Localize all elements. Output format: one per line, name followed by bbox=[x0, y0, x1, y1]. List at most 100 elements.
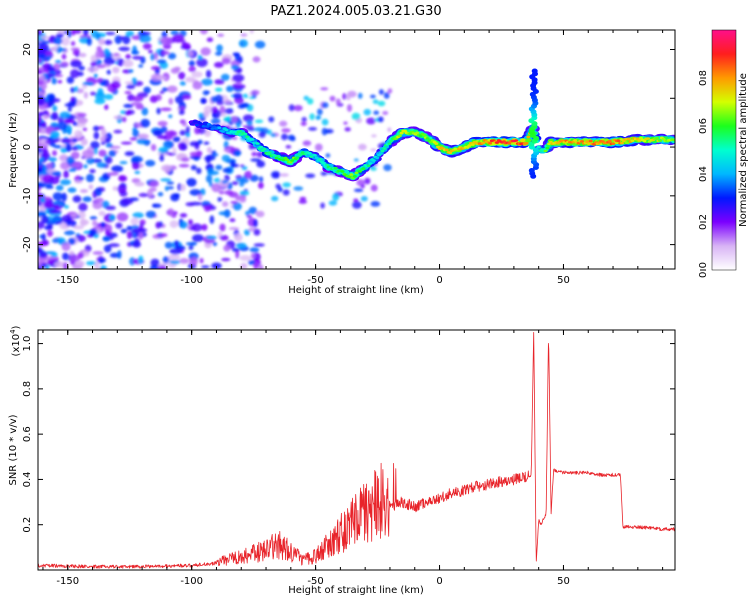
spectrogram-noise-blob bbox=[179, 81, 186, 86]
spectrogram-noise-blob bbox=[112, 186, 118, 191]
spectrogram-noise-blob bbox=[232, 149, 242, 157]
spectrogram-ridge-cell bbox=[358, 170, 362, 173]
spectrogram-noise-blob bbox=[123, 103, 134, 108]
spectrogram-noise-blob bbox=[246, 120, 253, 127]
spectrogram-noise-blob bbox=[70, 69, 80, 79]
spectrogram-noise-blob bbox=[239, 196, 247, 203]
spectrogram-noise-blob bbox=[244, 229, 250, 236]
spectrogram-noise-blob bbox=[179, 258, 190, 264]
spectrogram-ridge-cell bbox=[607, 139, 612, 143]
spectrogram-noise-blob bbox=[40, 197, 46, 203]
spectrogram-noise-blob bbox=[307, 98, 314, 105]
spectrogram-noise-blob bbox=[113, 129, 123, 134]
spectrogram-noise-blob bbox=[303, 95, 309, 101]
spectrogram-ridge-cell bbox=[642, 139, 647, 143]
spectrogram-noise-blob bbox=[228, 227, 240, 230]
spectrogram-y-label: Frequency (Hz) bbox=[8, 112, 19, 188]
spectrogram-noise-blob bbox=[41, 40, 51, 44]
spectrogram-noise-blob bbox=[138, 193, 149, 197]
spectrogram-noise-blob bbox=[199, 30, 208, 35]
spectrogram-noise-blob bbox=[95, 50, 101, 59]
spectrogram-y-ticks: -20 -10 0 10 20 bbox=[22, 43, 675, 253]
spectrogram-ridge-cell bbox=[425, 137, 430, 140]
spectrogram-noise-blob bbox=[125, 54, 131, 60]
spectrogram-ridge-cell bbox=[378, 152, 383, 155]
spectrogram-noise-blob bbox=[111, 80, 121, 89]
spectrogram-noise-blob bbox=[143, 86, 151, 94]
spectrogram-noise-blob bbox=[138, 64, 144, 68]
snr-panel: -150 -100 -50 0 50 0.2 0.4 0.6 0.8 1.0 Height of… bbox=[8, 325, 676, 596]
spectrogram-noise-blob bbox=[230, 160, 236, 168]
spectrogram-noise-blob bbox=[250, 158, 261, 162]
colorbar: 0.0 0.2 0.4 0.6 0.8 Normalized spectral ampl… bbox=[698, 29, 749, 278]
spectrogram-ridge-cell bbox=[397, 134, 402, 138]
spectrogram-ridge-cell bbox=[349, 173, 354, 176]
spectrogram-ridge-cell bbox=[274, 156, 279, 160]
spectrogram-noise-blob bbox=[72, 121, 78, 126]
spectrogram-ridge-cell bbox=[243, 132, 248, 136]
spectrogram-noise-blob bbox=[258, 264, 264, 269]
spectrogram-ridge-cell bbox=[340, 170, 345, 173]
spectrogram-noise-blob bbox=[162, 256, 170, 264]
spectrogram-noise-blob bbox=[235, 194, 241, 201]
spectrogram-noise-blob bbox=[137, 133, 149, 140]
spectrogram-noise-blob bbox=[122, 35, 131, 45]
spectrogram-ridge-cell bbox=[507, 142, 512, 145]
spectrogram-noise-blob bbox=[95, 197, 104, 203]
spectrogram-noise-blob bbox=[208, 181, 213, 188]
x-tick-label: 0 bbox=[436, 275, 442, 286]
spectrogram-noise-blob bbox=[46, 162, 53, 170]
spectrogram-noise-blob bbox=[85, 261, 98, 266]
spectrogram-ridge-cell bbox=[672, 138, 675, 142]
spectrogram-noise-blob bbox=[302, 140, 312, 146]
spectrogram-noise-blob bbox=[220, 73, 230, 81]
spectrogram-noise-blob bbox=[47, 66, 56, 72]
spectrogram-ridge-cell bbox=[646, 137, 650, 140]
spectrogram-noise-blob bbox=[239, 181, 245, 187]
snr-y-label: SNR (10 * v/v) bbox=[8, 414, 19, 485]
spectrogram-noise-blob bbox=[38, 143, 46, 150]
spectrogram-noise-blob bbox=[206, 37, 214, 42]
spectrogram-noise-blob bbox=[223, 244, 231, 252]
spectrogram-ridge-cell bbox=[273, 154, 277, 157]
spectrogram-noise-blob bbox=[187, 51, 194, 57]
spectrogram-noise-blob bbox=[320, 202, 325, 209]
spectrogram-noise-blob bbox=[174, 95, 184, 104]
spectrogram-ridge-cell bbox=[198, 122, 203, 125]
spectrogram-noise-blob bbox=[104, 137, 111, 144]
spectrogram-noise-blob bbox=[214, 79, 225, 85]
spectrogram-noise-blob bbox=[356, 179, 366, 187]
spectrogram-ridge-cell bbox=[528, 168, 535, 173]
spectrogram-noise-blob bbox=[214, 94, 224, 103]
spectrogram-noise-blob bbox=[129, 257, 136, 266]
spectrogram-noise-blob bbox=[67, 187, 77, 193]
spectrogram-noise-blob bbox=[131, 55, 143, 60]
spectrogram-noise-blob bbox=[38, 91, 46, 97]
spectrogram-noise-blob bbox=[232, 52, 241, 57]
spectrogram-noise-blob bbox=[161, 50, 170, 55]
spectrogram-noise-blob bbox=[201, 265, 210, 269]
spectrogram-ridge-cell bbox=[531, 68, 538, 74]
spectrogram-noise-blob bbox=[74, 86, 79, 93]
spectrogram-noise-blob bbox=[235, 177, 245, 182]
spectrogram-noise-blob bbox=[79, 176, 84, 181]
spectrogram-noise-blob bbox=[138, 231, 144, 240]
spectrogram-noise-blob bbox=[141, 107, 149, 116]
spectrogram-noise-blob bbox=[239, 255, 252, 261]
spectrogram-noise-blob bbox=[205, 69, 212, 79]
spectrogram-ridge-cell bbox=[611, 142, 616, 145]
spectrogram-noise-blob bbox=[60, 179, 71, 186]
snr-frame bbox=[37, 329, 676, 571]
spectrogram-noise-blob bbox=[169, 220, 179, 229]
spectrogram-noise-blob bbox=[163, 140, 174, 150]
spectrogram-noise-blob bbox=[160, 107, 172, 112]
spectrogram-noise-blob bbox=[63, 170, 69, 179]
spectrogram-noise-blob bbox=[156, 135, 168, 140]
spectrogram-noise-blob bbox=[203, 204, 211, 212]
spectrogram-noise-blob bbox=[160, 178, 172, 182]
spectrogram-noise-blob bbox=[236, 122, 241, 130]
spectrogram-noise-blob bbox=[213, 61, 224, 68]
spectrogram-noise-blob bbox=[213, 177, 221, 183]
spectrogram-noise-blob bbox=[126, 225, 133, 231]
spectrogram-ridge-cell bbox=[495, 141, 499, 144]
